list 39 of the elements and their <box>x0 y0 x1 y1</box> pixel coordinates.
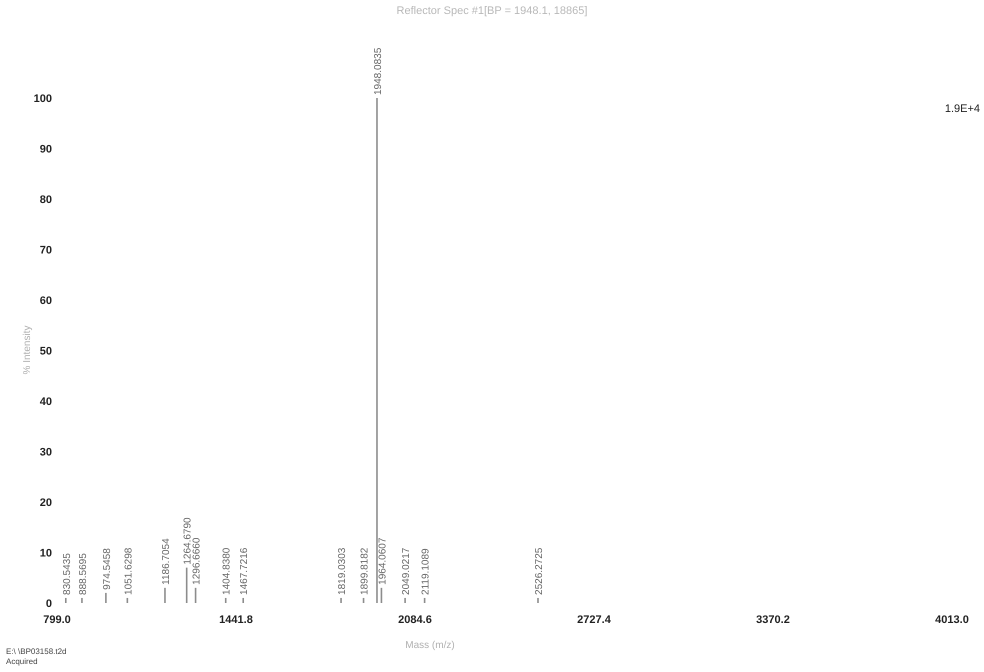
y-tick-label: 80 <box>40 194 52 206</box>
y-tick-label: 30 <box>40 446 52 458</box>
x-tick-label: 799.0 <box>43 614 71 626</box>
x-tick-label: 3370.2 <box>756 614 790 626</box>
y-tick-label: 0 <box>46 598 52 610</box>
annotation: 1296.6660 <box>192 537 203 585</box>
x-axis-title: Mass (m/z) <box>405 640 455 651</box>
annotation: 1964.0607 <box>377 537 388 585</box>
y-tick-label: 10 <box>40 548 52 560</box>
text: Acquired <box>6 657 38 666</box>
annotation: 1819.0303 <box>337 547 348 595</box>
x-tick-label: 2727.4 <box>577 614 612 626</box>
x-tick-label: 4013.0 <box>935 614 969 626</box>
annotation: 1948.0835 <box>372 47 384 95</box>
y-axis-title: % Intensity <box>22 326 33 374</box>
annotation: 2119.1089 <box>420 548 432 595</box>
annotation: 1264.6790 <box>182 516 194 565</box>
annotation: 830.5435 <box>62 552 73 595</box>
annotation: 888.5695 <box>78 552 89 595</box>
y-tick-label: 50 <box>40 346 52 358</box>
y-tick-label: 100 <box>34 93 52 105</box>
text: E:\ \BP03158.t2d <box>6 647 66 656</box>
annotation: 1467.7216 <box>239 547 250 595</box>
y-tick-label: 90 <box>40 144 52 156</box>
annotation: 1051.6298 <box>123 547 134 595</box>
y-tick-label: 60 <box>40 295 52 307</box>
y-tick-label: 20 <box>40 497 52 509</box>
annotation: 2049.0217 <box>401 547 412 595</box>
x-tick-label: 2084.6 <box>398 614 432 626</box>
y-tick-label: 40 <box>40 396 52 408</box>
annotation: 1.9E+4 <box>944 103 980 115</box>
y-tick-label: 70 <box>40 244 52 256</box>
annotation: 2526.2725 <box>534 547 545 595</box>
annotation: 1186.7054 <box>160 538 172 585</box>
annotation: 1899.8182 <box>360 547 371 595</box>
annotation: 974.5458 <box>102 548 113 590</box>
chart-title: Reflector Spec #1[BP = 1948.1, 18865] <box>396 5 588 17</box>
x-tick-label: 1441.8 <box>219 614 253 626</box>
annotation: 1404.8380 <box>222 547 233 595</box>
